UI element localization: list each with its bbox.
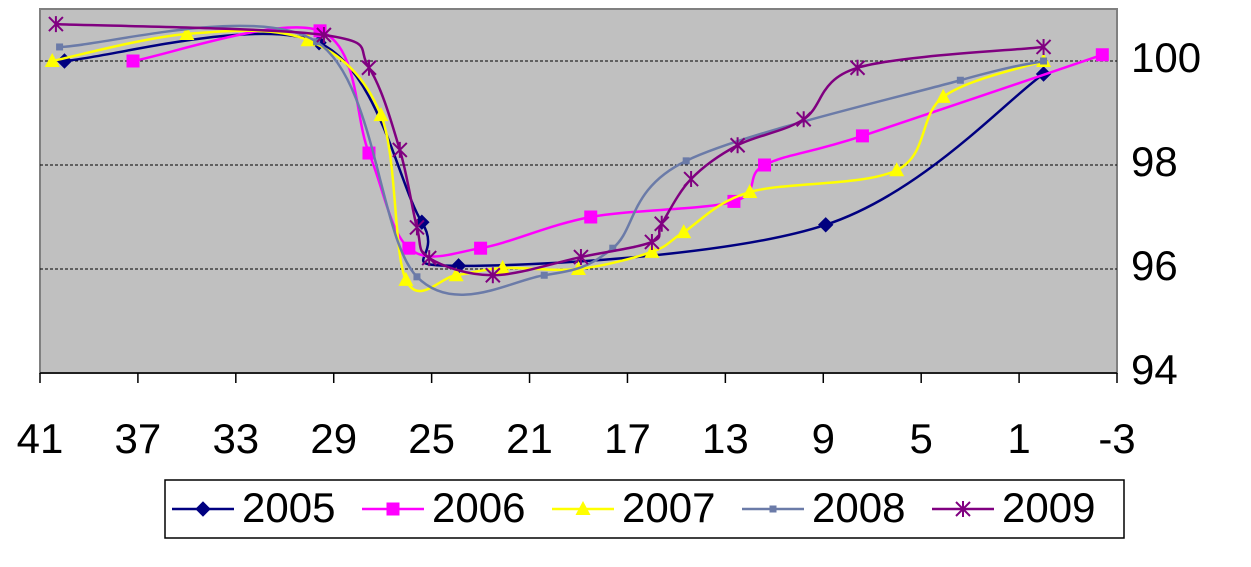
marker [56, 43, 64, 51]
marker [540, 271, 548, 279]
x-tick-label: 13 [702, 415, 749, 462]
legend-label: 2006 [432, 484, 525, 531]
marker [195, 501, 211, 517]
marker [474, 241, 488, 255]
marker [413, 273, 421, 281]
marker [1095, 48, 1109, 62]
x-tick-label: 25 [408, 415, 455, 462]
marker [654, 215, 670, 232]
marker [402, 241, 416, 255]
marker [682, 157, 690, 165]
marker [573, 249, 589, 266]
marker [644, 243, 660, 258]
marker [818, 217, 834, 233]
marker [126, 54, 140, 68]
y-tick-label: 94 [1131, 346, 1178, 393]
y-tick-label: 96 [1131, 242, 1178, 289]
y-tick-label: 98 [1131, 138, 1178, 185]
x-tick-label: 17 [604, 415, 651, 462]
marker [729, 137, 746, 154]
marker [44, 53, 60, 67]
legend-label: 2008 [812, 484, 905, 531]
marker [956, 76, 964, 84]
marker [584, 210, 598, 224]
x-tick-label: 41 [17, 415, 64, 462]
marker [386, 502, 400, 516]
y-tick-label: 100 [1131, 34, 1201, 81]
legend-label: 2007 [622, 484, 715, 531]
marker [849, 59, 866, 76]
marker [855, 129, 869, 143]
marker [48, 16, 64, 33]
marker [1040, 57, 1048, 65]
marker [683, 171, 699, 188]
marker [398, 271, 414, 286]
marker [421, 250, 437, 267]
marker [361, 59, 377, 76]
x-tick-label: 5 [910, 415, 933, 462]
marker [769, 505, 777, 513]
marker [448, 267, 464, 282]
x-tick-label: 9 [812, 415, 835, 462]
x-tick-label: 1 [1007, 415, 1030, 462]
marker [742, 184, 758, 199]
marker [485, 267, 501, 284]
marker [935, 88, 951, 103]
series-line [132, 26, 1103, 258]
marker [575, 501, 591, 515]
marker [609, 244, 617, 252]
x-tick-label: 37 [115, 415, 162, 462]
x-tick-label: 21 [506, 415, 553, 462]
legend-label: 2009 [1002, 484, 1095, 531]
x-tick-label: 33 [212, 415, 259, 462]
marker [313, 38, 321, 46]
plot-area [39, 8, 1118, 374]
legend-label: 2005 [242, 484, 335, 531]
marker [955, 501, 971, 517]
marker [889, 162, 905, 177]
marker [409, 219, 425, 236]
marker [179, 25, 195, 40]
x-tick-label: -3 [1098, 415, 1135, 462]
marker [1035, 38, 1052, 55]
marker [373, 107, 389, 122]
marker [644, 233, 660, 250]
marker [316, 27, 332, 43]
marker [676, 224, 692, 239]
marker [300, 32, 316, 47]
x-tick-label: 29 [310, 415, 357, 462]
marker [392, 141, 408, 158]
marker [758, 158, 772, 172]
marker [795, 111, 812, 128]
